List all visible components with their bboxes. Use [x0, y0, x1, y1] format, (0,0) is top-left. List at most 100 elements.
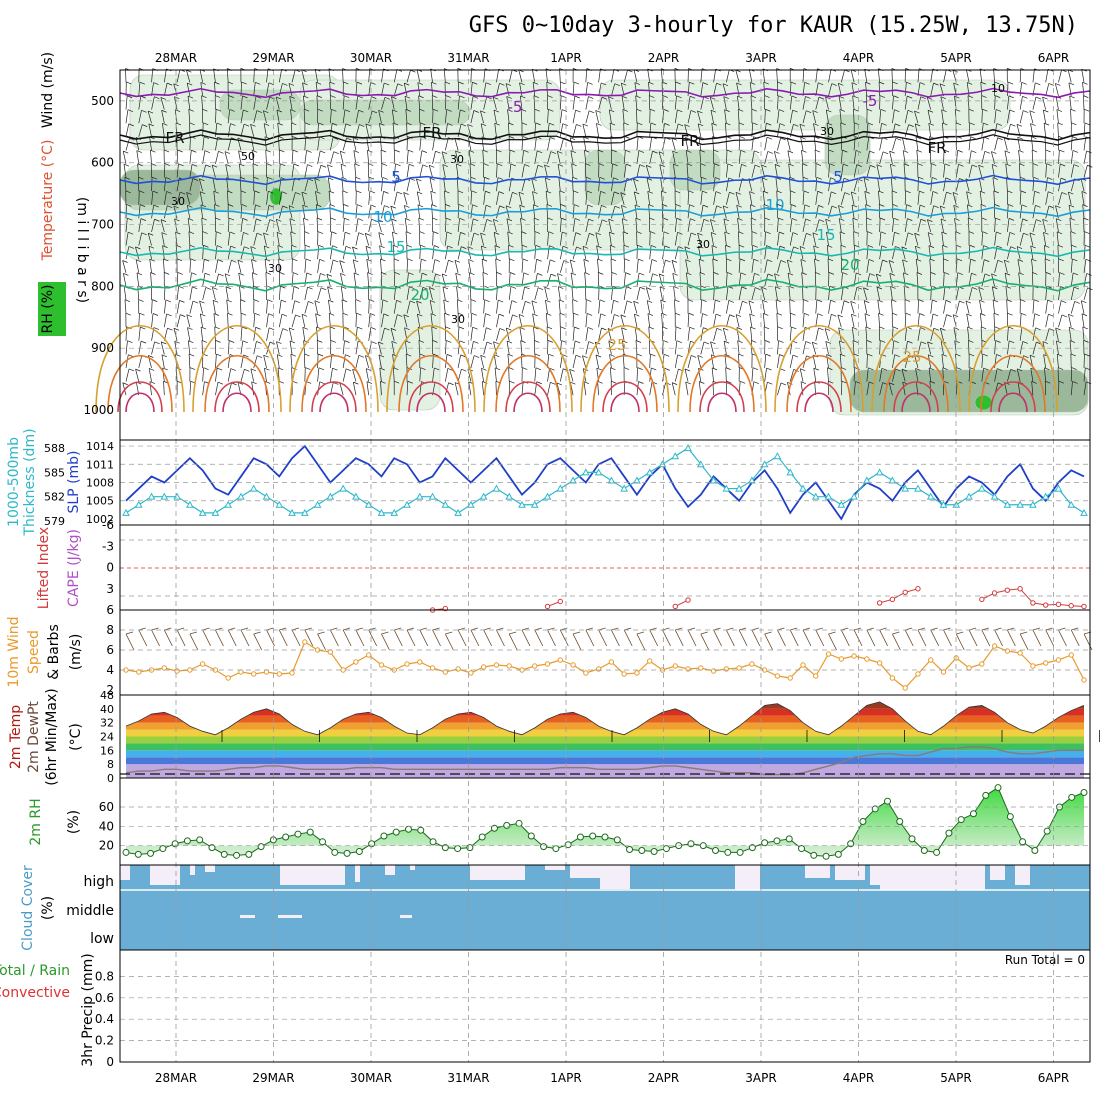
wind-barb-flag [674, 190, 681, 194]
wind-barb-flag [291, 244, 297, 248]
wind-barb-flag [187, 327, 193, 330]
wind-barb [330, 123, 333, 137]
wind-barb-flag [161, 109, 167, 113]
wind-barb [163, 381, 165, 396]
wind-barb [671, 382, 676, 396]
wind-barb-flag [518, 314, 525, 317]
lifted-index-tick: -6 [102, 518, 114, 532]
lifted-index-tick: -3 [102, 539, 114, 553]
wind-barb-flag [1042, 341, 1048, 344]
wind-barb-flag [729, 191, 735, 195]
wind-barb [137, 163, 140, 178]
wind10-barb [496, 629, 505, 647]
wind-barb-flag [946, 191, 952, 195]
wind-barb [917, 68, 920, 83]
wind-barb-flag [710, 96, 716, 100]
wind-barb [981, 231, 983, 246]
thickness-marker [428, 492, 437, 500]
wind-barb-flag [866, 340, 872, 343]
wind-barb [1082, 82, 1085, 97]
rh-marker [650, 847, 658, 855]
wind-barb-flag [855, 258, 861, 262]
wind-barb [1017, 381, 1021, 396]
wind-barb-flag [522, 244, 528, 248]
wind-barb [636, 136, 639, 151]
wind-barb [633, 191, 638, 205]
wind-barb [583, 259, 587, 273]
rh-marker [822, 852, 830, 860]
wind-barb [521, 381, 524, 396]
wind-barb-flag [573, 81, 580, 85]
cloud-clear-gap [805, 865, 830, 878]
wind-barb [1069, 340, 1072, 355]
wind-barb-flag [584, 149, 590, 153]
wind-barb [917, 190, 920, 205]
wind-barb-flag [779, 231, 785, 235]
wind-barb-flag [289, 327, 295, 331]
wind-barb-flag [958, 163, 964, 167]
wind-barb-flag [596, 245, 602, 249]
wind-barb [251, 150, 255, 165]
wind-barb [163, 205, 168, 219]
wind-barb [381, 68, 384, 83]
thickness-marker [275, 500, 284, 508]
wind10-barb [521, 629, 531, 647]
wind-speed-marker [506, 663, 512, 669]
wind-barb [776, 190, 778, 205]
wind-barb [789, 354, 794, 369]
wind-barb [264, 368, 267, 382]
wind-barb-flag [675, 326, 682, 330]
wind-barb [802, 285, 804, 300]
wind-barb [722, 328, 727, 341]
thickness-marker [875, 468, 884, 476]
wind-barb [441, 151, 446, 165]
wind-barb [432, 367, 435, 382]
isotherm-10 [119, 206, 1091, 218]
wind-barb-flag [443, 299, 449, 303]
wind-barb [391, 96, 395, 110]
wind-barb [611, 206, 616, 219]
rh-marker [712, 847, 720, 854]
wind-barb [419, 367, 421, 382]
wind-barb-flag [843, 300, 850, 304]
wind-barb [1029, 232, 1034, 246]
wind-barb-flag [276, 96, 282, 100]
rh-marker [662, 845, 670, 853]
wind-barb-flag [320, 273, 326, 276]
wind-barb-flag [825, 96, 831, 100]
wind-barb-flag [623, 122, 629, 126]
wind-barb-flag [979, 300, 985, 303]
wind-barb [813, 123, 817, 137]
wind-barb-flag [405, 340, 411, 344]
wind-barb-flag [377, 219, 384, 223]
wind-barb [162, 245, 165, 260]
wind-barb-flag [420, 367, 426, 370]
wind-barb-flag [892, 204, 899, 207]
wind-barb [291, 314, 296, 328]
thickness-tick: 588 [44, 442, 65, 455]
wind-barb-flag [982, 353, 988, 357]
wind-speed-marker [723, 666, 730, 672]
wind-barb [852, 218, 855, 232]
wind-barb-flag [863, 287, 869, 291]
wind-barb-flag [891, 190, 898, 194]
wind-barb [468, 381, 472, 396]
wind-barb-flag [649, 217, 655, 221]
wind-barb-flag [470, 176, 476, 180]
wind-barb [611, 177, 614, 192]
wind-barb-flag [664, 368, 670, 371]
wind-barb [429, 287, 433, 301]
wind-barb-flag [392, 122, 399, 126]
wind-barb [533, 218, 536, 232]
wind-barb-flag [993, 190, 999, 194]
wind10-barb-flag [445, 631, 453, 635]
wind-barb [648, 82, 651, 96]
wind-barb-flag [968, 108, 974, 112]
wind-barb [598, 177, 601, 192]
wind-barb-flag [344, 340, 350, 343]
wind-barb-flag [265, 149, 271, 153]
wind-speed-marker [429, 665, 436, 671]
wind-barb [547, 151, 552, 165]
wind-barb [981, 123, 984, 137]
wind-barb-flag [575, 232, 581, 235]
